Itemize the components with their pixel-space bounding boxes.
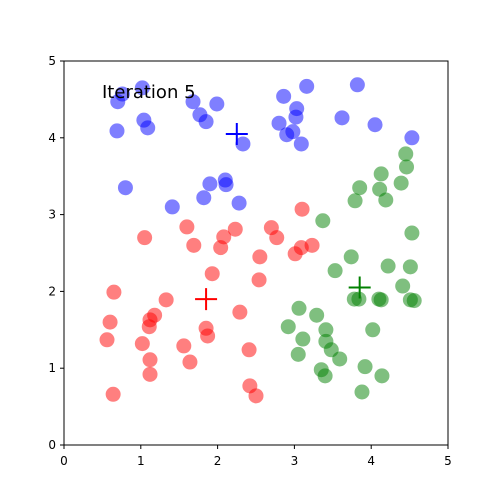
point bbox=[395, 278, 411, 294]
x-tick-label: 3 bbox=[291, 454, 299, 468]
point bbox=[231, 195, 247, 211]
point bbox=[327, 263, 343, 279]
x-tick-label: 4 bbox=[367, 454, 375, 468]
point bbox=[404, 225, 420, 241]
point bbox=[176, 338, 192, 354]
point bbox=[164, 199, 180, 215]
point bbox=[141, 319, 157, 335]
point bbox=[290, 346, 306, 362]
centroid bbox=[225, 122, 248, 145]
point bbox=[105, 386, 121, 402]
point bbox=[99, 332, 115, 348]
point bbox=[378, 192, 394, 208]
x-tick-label: 2 bbox=[214, 454, 222, 468]
point bbox=[235, 136, 251, 152]
point bbox=[351, 291, 367, 307]
point bbox=[288, 109, 304, 125]
point bbox=[276, 88, 292, 104]
point bbox=[186, 237, 202, 253]
point bbox=[293, 136, 309, 152]
point bbox=[140, 120, 156, 136]
point bbox=[332, 351, 348, 367]
point bbox=[287, 246, 303, 262]
point bbox=[347, 193, 363, 209]
point bbox=[198, 114, 214, 130]
point bbox=[158, 292, 174, 308]
point bbox=[248, 388, 264, 404]
point bbox=[196, 190, 212, 206]
centroid bbox=[348, 276, 371, 299]
point bbox=[354, 384, 370, 400]
point bbox=[294, 201, 310, 217]
point bbox=[209, 96, 225, 112]
point bbox=[318, 322, 334, 338]
y-tick-label: 1 bbox=[48, 361, 56, 375]
point bbox=[402, 259, 418, 275]
point bbox=[117, 180, 133, 196]
point bbox=[352, 180, 368, 196]
point bbox=[380, 258, 396, 274]
point bbox=[349, 77, 365, 93]
x-tick-label: 1 bbox=[137, 454, 145, 468]
point bbox=[367, 117, 383, 133]
point bbox=[252, 249, 268, 265]
y-tick-label: 0 bbox=[48, 438, 56, 452]
point bbox=[137, 230, 153, 246]
point bbox=[373, 292, 389, 308]
point bbox=[309, 307, 325, 323]
point bbox=[295, 331, 311, 347]
point bbox=[373, 166, 389, 182]
x-tick-label: 5 bbox=[444, 454, 452, 468]
point bbox=[251, 272, 267, 288]
point bbox=[406, 293, 422, 309]
point bbox=[102, 314, 118, 330]
point bbox=[232, 304, 248, 320]
point bbox=[398, 146, 414, 162]
point bbox=[271, 115, 287, 131]
point bbox=[202, 176, 218, 192]
point bbox=[227, 221, 243, 237]
point bbox=[280, 319, 296, 335]
annotation: Iteration 5 bbox=[102, 82, 196, 103]
point bbox=[142, 366, 158, 382]
point bbox=[109, 123, 125, 139]
point bbox=[110, 94, 126, 110]
point bbox=[213, 240, 229, 256]
plot-frame bbox=[63, 60, 449, 446]
point bbox=[315, 213, 331, 229]
point bbox=[185, 94, 201, 110]
point bbox=[179, 219, 195, 235]
centroid bbox=[195, 288, 218, 311]
point bbox=[317, 368, 333, 384]
point bbox=[299, 78, 315, 94]
point bbox=[393, 175, 409, 191]
point bbox=[404, 130, 420, 146]
point bbox=[269, 230, 285, 246]
point bbox=[334, 110, 350, 126]
point bbox=[399, 159, 415, 175]
point bbox=[374, 368, 390, 384]
x-tick-label: 0 bbox=[60, 454, 68, 468]
point bbox=[182, 354, 198, 370]
y-tick-label: 4 bbox=[48, 131, 56, 145]
point bbox=[218, 177, 234, 193]
point bbox=[134, 80, 150, 96]
point bbox=[142, 352, 158, 368]
point bbox=[200, 328, 216, 344]
point bbox=[291, 300, 307, 316]
point bbox=[134, 336, 150, 352]
point bbox=[343, 249, 359, 265]
y-tick-label: 2 bbox=[48, 284, 56, 298]
point bbox=[106, 284, 122, 300]
point bbox=[357, 359, 373, 375]
point bbox=[241, 342, 257, 358]
y-tick-label: 3 bbox=[48, 208, 56, 222]
y-tick-label: 5 bbox=[48, 54, 56, 68]
point bbox=[204, 266, 220, 282]
point bbox=[279, 127, 295, 143]
point bbox=[365, 322, 381, 338]
